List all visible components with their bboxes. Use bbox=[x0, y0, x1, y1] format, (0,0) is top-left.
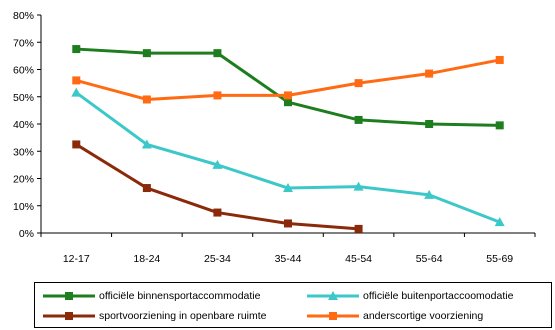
series-line bbox=[76, 47, 500, 127]
data-point bbox=[213, 91, 222, 100]
x-tick-labels: 12-17 18-24 25-34 35-44 45-54 55-64 55-69 bbox=[63, 253, 513, 265]
y-tick-label: 0% bbox=[19, 228, 34, 240]
legend-swatch-square-icon bbox=[307, 312, 359, 320]
y-tick-label: 50% bbox=[13, 92, 34, 104]
y-tick-label: 20% bbox=[13, 174, 34, 186]
x-tick-label: 45-54 bbox=[345, 253, 372, 265]
series-lines bbox=[71, 45, 505, 233]
y-tick-label: 30% bbox=[13, 146, 34, 158]
data-point bbox=[354, 115, 363, 124]
data-point bbox=[353, 181, 364, 191]
legend-item-binnensport: officiële binnensportaccommodatie bbox=[41, 287, 260, 305]
x-tick-label: 55-69 bbox=[486, 253, 513, 265]
y-tick-label: 40% bbox=[13, 119, 34, 131]
data-point bbox=[354, 224, 363, 233]
data-point bbox=[141, 139, 152, 149]
legend-swatch-triangle-icon bbox=[307, 291, 359, 300]
series-0 bbox=[72, 45, 504, 130]
series-3 bbox=[72, 55, 504, 104]
y-tick-labels: 0% 10% 20% 30% 40% 50% 60% 70% 80% bbox=[13, 10, 34, 240]
data-point bbox=[72, 76, 81, 85]
data-point bbox=[71, 87, 82, 97]
x-tick-label: 12-17 bbox=[63, 253, 90, 265]
series-2 bbox=[72, 140, 363, 233]
data-point bbox=[212, 159, 223, 169]
x-tick-label: 35-44 bbox=[275, 253, 302, 265]
data-point bbox=[495, 121, 504, 130]
y-tick-label: 60% bbox=[13, 65, 34, 77]
data-point bbox=[213, 208, 222, 217]
y-tick-label: 70% bbox=[13, 37, 34, 49]
legend-label: officiële binnensportaccommodatie bbox=[99, 290, 261, 302]
x-tick-label: 25-34 bbox=[204, 253, 231, 265]
data-point bbox=[142, 184, 151, 193]
legend-item-openbare-ruimte: sportvoorziening in openbare ruimte bbox=[41, 307, 267, 325]
data-point bbox=[494, 217, 505, 227]
data-point bbox=[283, 183, 293, 193]
data-point bbox=[284, 91, 292, 100]
data-point bbox=[142, 49, 151, 58]
data-point bbox=[72, 45, 81, 54]
data-point bbox=[284, 98, 292, 107]
series-1 bbox=[71, 87, 505, 227]
series-line bbox=[75, 91, 501, 224]
data-point bbox=[425, 69, 434, 78]
data-point bbox=[425, 120, 434, 128]
data-point bbox=[284, 219, 292, 228]
axes bbox=[37, 14, 536, 237]
x-tick-label: 55-64 bbox=[416, 253, 443, 265]
y-tick-label: 80% bbox=[13, 10, 34, 22]
data-point bbox=[72, 140, 81, 149]
legend: officiële binnensportaccommodatie offici… bbox=[34, 282, 552, 328]
legend-label: anderscortige voorziening bbox=[363, 310, 484, 322]
data-point bbox=[213, 49, 222, 58]
legend-item-anderscortige: anderscortige voorziening bbox=[305, 307, 483, 325]
line-chart: 0% 10% 20% 30% 40% 50% 60% 70% 80% 12-17 18-24 25-… bbox=[13, 10, 536, 265]
x-tick-label: 18-24 bbox=[133, 253, 160, 265]
legend-label: sportvoorziening in openbare ruimte bbox=[99, 310, 267, 322]
legend-item-buitensport: officiële buitenportaccoomodatie bbox=[305, 287, 513, 305]
data-point bbox=[424, 189, 435, 199]
legend-swatch-square-icon bbox=[43, 292, 95, 300]
data-point bbox=[142, 95, 151, 104]
y-tick-label: 10% bbox=[13, 201, 34, 213]
legend-label: officiële buitenportaccoomodatie bbox=[363, 290, 514, 302]
data-point bbox=[354, 79, 363, 88]
data-point bbox=[495, 55, 504, 64]
legend-swatch-square-icon bbox=[43, 312, 95, 320]
